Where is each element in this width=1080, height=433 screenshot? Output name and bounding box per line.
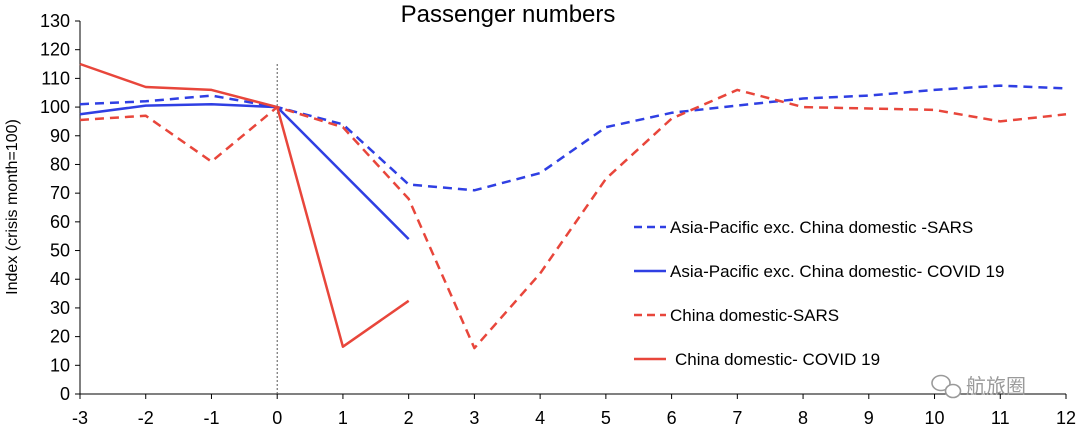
axes [79,21,1066,395]
watermark: 航旅圈 [931,374,1026,399]
y-tick-label: 80 [50,154,70,174]
y-tick-label: 70 [50,183,70,203]
watermark-text: 航旅圈 [966,374,1026,398]
chart-title: Passenger numbers [401,1,616,28]
series-line-2 [79,102,410,240]
y-tick-label: 20 [50,327,70,347]
legend-label-1: Asia-Pacific exc. China domestic -SARS [670,218,973,237]
y-tick-label: 60 [50,212,70,232]
y-axis-ticks: 0 10 20 30 40 50 60 70 80 90 100 110 120 130 [40,11,80,404]
x-tick-label: 4 [535,408,545,428]
legend-label-3: China domestic-SARS [670,306,839,325]
y-tick-label: 50 [50,241,70,261]
x-tick-label: 11 [991,408,1010,428]
x-tick-label: 1 [338,408,348,428]
x-tick-label: -1 [203,408,219,428]
y-axis-label: Index (crisis month=100) [4,119,21,295]
series-line-3 [79,88,1067,350]
wechat-icon [931,374,962,399]
x-tick-label: 9 [864,408,874,428]
legend-label-2: Asia-Pacific exc. China domestic- COVID … [670,262,1004,281]
x-axis-ticks: -3 -2 -1 0 1 2 3 4 5 6 7 8 9 10 11 12 [72,394,1076,428]
y-tick-label: 90 [50,126,70,146]
x-tick-label: 7 [732,408,742,428]
x-tick-label: -2 [138,408,154,428]
x-tick-label: 10 [925,408,945,428]
x-tick-label: 0 [272,408,282,428]
x-tick-label: 6 [667,408,677,428]
series-line-1 [79,84,1067,192]
y-tick-label: 40 [50,269,70,289]
x-tick-label: 5 [601,408,611,428]
y-tick-label: 120 [40,40,70,60]
x-tick-label: 12 [1056,408,1076,428]
x-tick-label: 2 [404,408,414,428]
x-tick-label: 3 [469,408,479,428]
y-tick-label: 130 [40,11,70,31]
series-line-4 [79,62,410,348]
y-tick-label: 0 [60,384,70,404]
series-lines [79,62,1067,350]
y-tick-label: 30 [50,298,70,318]
x-tick-label: 8 [798,408,808,428]
x-tick-label: -3 [72,408,88,428]
y-tick-label: 100 [40,97,70,117]
legend: Asia-Pacific exc. China domestic -SARS As… [634,218,1004,369]
y-tick-label: 10 [50,355,70,375]
y-tick-label: 110 [41,68,70,88]
legend-label-4: China domestic- COVID 19 [675,350,880,369]
